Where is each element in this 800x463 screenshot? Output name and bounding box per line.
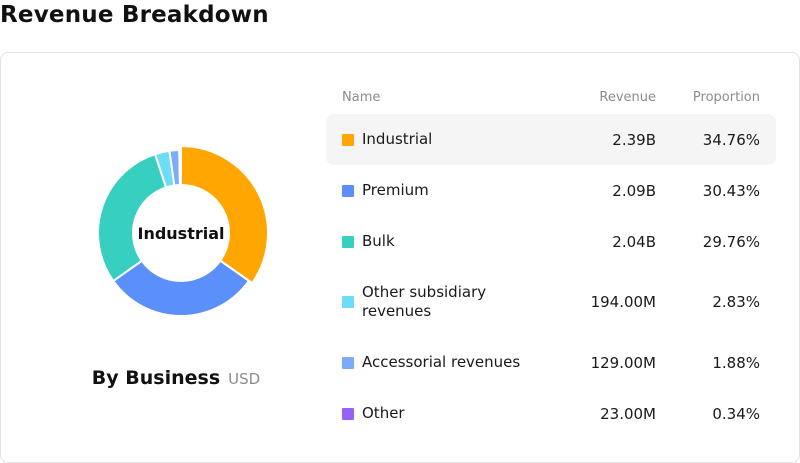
donut-svg: [97, 144, 269, 317]
donut-slice[interactable]: [178, 148, 182, 187]
row-revenue: 2.39B: [612, 130, 656, 149]
row-proportion: 1.88%: [712, 353, 760, 372]
row-proportion: 30.43%: [702, 181, 760, 200]
table-row[interactable]: Bulk 2.04B 29.76%: [326, 216, 776, 267]
page-title: Revenue Breakdown: [0, 2, 269, 28]
row-revenue: 2.04B: [612, 232, 656, 251]
legend-swatch: [342, 356, 354, 369]
donut-slice[interactable]: [97, 152, 168, 283]
legend-swatch: [342, 235, 354, 248]
table-row[interactable]: Other subsidiary revenues 194.00M 2.83%: [326, 267, 776, 337]
donut-slice[interactable]: [180, 144, 269, 285]
row-name: Accessorial revenues: [362, 353, 521, 371]
table-row[interactable]: Premium 2.09B 30.43%: [326, 165, 776, 216]
donut-center-label: Industrial: [137, 223, 225, 243]
donut-chart: Industrial: [81, 133, 281, 333]
row-name: Bulk: [362, 232, 395, 250]
row-name: Premium: [362, 181, 429, 199]
table-row[interactable]: Accessorial revenues 129.00M 1.88%: [326, 337, 776, 388]
row-revenue: 129.00M: [590, 353, 656, 372]
header-revenue: Revenue: [599, 89, 656, 105]
table-row[interactable]: Industrial 2.39B 34.76%: [326, 114, 776, 165]
row-proportion: 0.34%: [712, 404, 760, 423]
row-revenue: 23.00M: [600, 404, 656, 423]
row-name: Other subsidiary revenues: [362, 283, 487, 320]
row-name: Other: [362, 404, 405, 422]
row-revenue: 194.00M: [590, 293, 656, 311]
revenue-card: Industrial By Business USD Name Revenue …: [0, 52, 800, 463]
donut-slice[interactable]: [111, 259, 251, 317]
chart-caption-unit: USD: [228, 370, 261, 388]
chart-caption-title: By Business: [91, 367, 221, 389]
row-proportion: 29.76%: [702, 232, 760, 251]
breakdown-table: Name Revenue Proportion Industrial 2.39B…: [326, 87, 776, 439]
header-proportion: Proportion: [692, 89, 760, 105]
legend-swatch: [342, 407, 354, 420]
chart-caption: By Business USD: [1, 367, 351, 389]
header-name: Name: [342, 89, 381, 105]
legend-swatch: [342, 184, 354, 197]
row-proportion: 34.76%: [702, 130, 760, 149]
row-proportion: 2.83%: [712, 293, 760, 311]
row-name: Industrial: [362, 130, 433, 148]
legend-swatch: [342, 296, 354, 308]
legend-swatch: [342, 133, 354, 146]
table-header: Name Revenue Proportion: [326, 87, 776, 107]
row-revenue: 2.09B: [612, 181, 656, 200]
table-row[interactable]: Other 23.00M 0.34%: [326, 388, 776, 439]
